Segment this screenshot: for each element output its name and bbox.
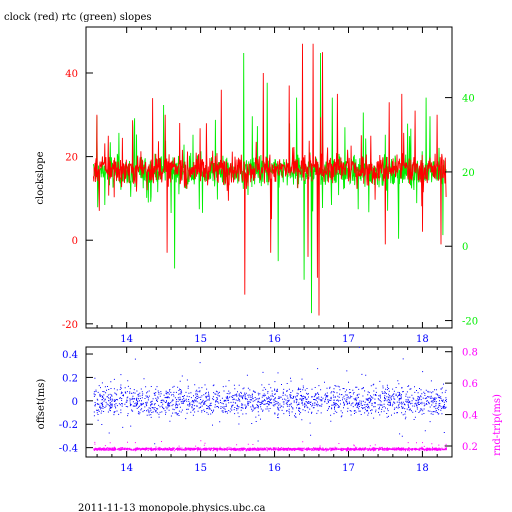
- upper-y-axis-label: clockslope: [35, 151, 46, 204]
- series-points-offset: [93, 346, 447, 445]
- lower-y-right-tick-label-1: 0.4: [462, 411, 478, 422]
- upper-y-right-tick-label-3: 40: [462, 94, 475, 105]
- upper-y-left-tick-label-3: 40: [65, 69, 78, 80]
- chart-title: clock (red) rtc (green) slopes: [4, 12, 152, 23]
- upper-series-layer: [92, 43, 447, 316]
- lower-y-left-tick-label-3: 0.2: [62, 373, 78, 384]
- lower-x-tick-label-0: 14: [120, 463, 133, 474]
- lower-y-right-tick-label-0: 0.2: [462, 442, 478, 453]
- lower-x-tick-label-3: 17: [342, 463, 355, 474]
- upper-plot: 14 15 16 17 18 -20 0 20 40 -20 0 20 40 clockslope: [35, 26, 478, 345]
- lower-y-right-tick-label-2: 0.6: [462, 379, 478, 390]
- lower-y-right-tick-label-3: 0.8: [462, 348, 478, 359]
- lower-series-layer: [93, 346, 447, 452]
- lower-y-left-tick-label-1: -0.2: [59, 420, 78, 431]
- lower-x-tick-label-4: 18: [416, 463, 429, 474]
- lower-plot: 14 15 16 17 18 -0.4 -0.2 0 0.2 0.4 0.2 0.4 0.6 0.8 of…: [36, 346, 503, 474]
- upper-axes-layer: 14 15 16 17 18 -20 0 20 40 -20 0 20 40: [62, 27, 478, 345]
- footer-label: 2011-11-13 monopole.physics.ubc.ca: [78, 503, 265, 512]
- upper-x-tick-label-1: 15: [194, 334, 207, 345]
- lower-y-left-tick-label-4: 0.4: [62, 350, 78, 361]
- upper-y-left-tick-label-0: -20: [62, 320, 78, 331]
- lower-axes-layer: 14 15 16 17 18 -0.4 -0.2 0 0.2 0.4 0.2 0.4 0.6 0.8: [59, 347, 478, 474]
- upper-plot-frame: [85, 26, 453, 329]
- upper-x-tick-label-4: 18: [416, 334, 429, 345]
- upper-x-tick-label-3: 17: [342, 334, 355, 345]
- series-line-clock-red: [92, 43, 447, 316]
- lower-y-axis-label-right: rnd-trip(ms): [492, 394, 503, 456]
- upper-x-tick-label-0: 14: [120, 334, 133, 345]
- series-points-rnd-trip: [93, 440, 447, 452]
- lower-x-tick-label-2: 16: [268, 463, 281, 474]
- lower-plot-frame: [85, 346, 453, 458]
- upper-y-right-tick-label-0: -20: [462, 317, 478, 328]
- lower-y-left-tick-label-0: -0.4: [59, 444, 78, 455]
- upper-y-left-tick-label-1: 0: [72, 236, 78, 247]
- series-line-rtc-green: [92, 52, 447, 314]
- lower-x-tick-label-1: 15: [194, 463, 207, 474]
- upper-y-left-tick-label-2: 20: [65, 153, 78, 164]
- lower-y-left-tick-label-2: 0: [72, 397, 78, 408]
- lower-y-axis-label-left: offset(ms): [36, 379, 47, 430]
- upper-x-tick-label-2: 16: [268, 334, 281, 345]
- upper-y-right-tick-label-1: 0: [462, 242, 468, 253]
- upper-y-right-tick-label-2: 20: [462, 168, 475, 179]
